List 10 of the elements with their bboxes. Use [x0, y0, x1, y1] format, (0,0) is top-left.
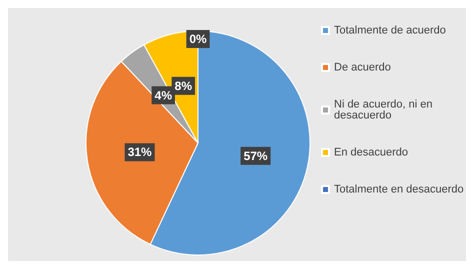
legend-label: Ni de acuerdo, ni en desacuerdo	[334, 98, 436, 122]
legend-label: Totalmente en desacuerdo	[334, 184, 464, 196]
data-label: 8%	[174, 78, 192, 93]
data-label: 4%	[154, 88, 172, 102]
data-label: 57%	[244, 148, 268, 163]
legend-label: De acuerdo	[334, 62, 391, 74]
data-label: 31%	[128, 145, 152, 160]
text: 0%	[189, 32, 207, 46]
legend-label: En desacuerdo	[334, 146, 408, 158]
legend-label: Totalmente de acuerdo	[334, 24, 446, 36]
